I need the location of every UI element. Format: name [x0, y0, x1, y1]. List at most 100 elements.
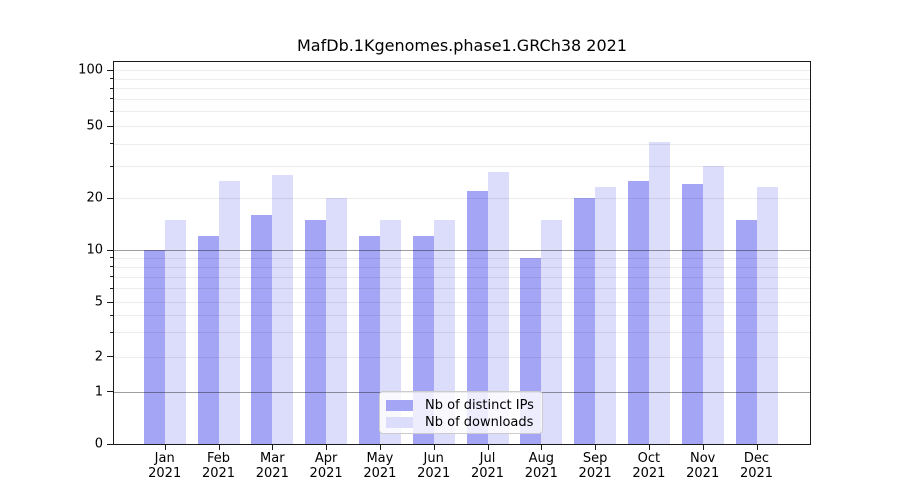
ytick-2	[107, 356, 113, 358]
bar-jul-distinct-ips	[466, 190, 488, 444]
gridline-y-90	[114, 78, 810, 80]
bar-may-downloads	[379, 219, 401, 444]
ytick-minor-9	[109, 257, 113, 259]
bar-oct-downloads	[648, 141, 670, 444]
ytick-minor-70	[109, 98, 113, 100]
bar-feb-distinct-ips	[197, 236, 219, 444]
xtick-dec	[756, 444, 758, 450]
gridline-y-4	[114, 315, 810, 317]
bar-aug-downloads	[541, 219, 563, 444]
ytick-50	[107, 125, 113, 127]
ytick-0	[107, 443, 113, 445]
ytick-minor-8	[109, 266, 113, 268]
axis-spine-left	[112, 61, 114, 445]
gridline-y-6	[114, 288, 810, 290]
axis-spine-top	[113, 61, 811, 63]
ytick-100	[107, 69, 113, 71]
ytick-label-20: 20	[86, 190, 103, 206]
ytick-label-1: 1	[94, 384, 103, 399]
xtick-label-jan: Jan 2021	[148, 451, 182, 481]
xtick-label-jul: Jul 2021	[470, 451, 505, 481]
ytick-20	[107, 197, 113, 199]
xtick-mar	[272, 444, 274, 450]
xtick-feb	[218, 444, 220, 450]
ytick-label-0: 0	[94, 436, 103, 452]
bar-jul-downloads	[487, 171, 509, 444]
gridline-y-10	[114, 250, 810, 251]
xtick-label-oct: Oct 2021	[632, 451, 666, 481]
bar-nov-distinct-ips	[681, 183, 703, 444]
gridline-y-2	[114, 356, 810, 358]
bar-mar-distinct-ips	[251, 214, 273, 444]
bar-sep-distinct-ips	[574, 198, 596, 444]
gridline-y-40	[114, 143, 810, 145]
xtick-label-sep: Sep 2021	[578, 451, 612, 481]
bar-mar-downloads	[272, 174, 294, 444]
bar-jun-downloads	[433, 219, 455, 444]
gridline-y-9	[114, 257, 810, 259]
bar-may-distinct-ips	[358, 236, 380, 444]
bar-feb-downloads	[218, 180, 240, 444]
legend-swatch-distinct-ips	[386, 399, 413, 411]
bar-sep-downloads	[595, 187, 617, 444]
bar-jan-downloads	[164, 219, 186, 444]
legend-item-downloads: Nb of downloads	[386, 414, 542, 430]
ytick-label-5: 5	[94, 294, 103, 310]
xtick-label-jun: Jun 2021	[417, 451, 451, 481]
xtick-jul	[487, 444, 489, 450]
legend-label-distinct-ips: Nb of distinct IPs	[425, 397, 534, 413]
ytick-minor-7	[109, 276, 113, 278]
bar-oct-distinct-ips	[627, 180, 649, 444]
xtick-jan	[164, 444, 166, 450]
gridline-y-30	[114, 166, 810, 168]
bar-apr-downloads	[326, 198, 348, 444]
gridline-y-3	[114, 332, 810, 334]
ytick-label-2: 2	[94, 349, 103, 365]
ytick-minor-30	[109, 165, 113, 167]
gridline-y-7	[114, 276, 810, 278]
xtick-aug	[541, 444, 543, 450]
bar-nov-downloads	[702, 166, 724, 444]
xtick-sep	[595, 444, 597, 450]
xtick-label-mar: Mar 2021	[255, 451, 289, 481]
gridline-y-100	[114, 70, 810, 71]
bar-apr-distinct-ips	[305, 219, 327, 444]
xtick-may	[379, 444, 381, 450]
ytick-label-10: 10	[86, 242, 103, 258]
ytick-minor-6	[109, 287, 113, 289]
xtick-label-nov: Nov 2021	[686, 451, 720, 481]
ytick-5	[107, 301, 113, 303]
ytick-1	[107, 391, 113, 392]
xtick-apr	[326, 444, 328, 450]
xtick-label-dec: Dec 2021	[739, 451, 774, 481]
gridline-y-80	[114, 88, 810, 90]
bar-jan-distinct-ips	[143, 250, 165, 444]
legend-item-distinct-ips: Nb of distinct IPs	[386, 397, 542, 413]
gridline-y-20	[114, 198, 810, 200]
gridline-y-70	[114, 98, 810, 100]
ytick-minor-60	[109, 110, 113, 112]
axis-spine-right	[809, 61, 811, 445]
bar-dec-distinct-ips	[735, 219, 757, 444]
ytick-label-50: 50	[86, 118, 103, 134]
xtick-label-feb: Feb 2021	[201, 451, 236, 481]
bar-dec-downloads	[756, 187, 778, 444]
xtick-jun	[433, 444, 435, 450]
xtick-oct	[648, 444, 650, 450]
ytick-label-100: 100	[78, 62, 103, 78]
axis-spine-bottom	[113, 443, 811, 445]
ytick-minor-40	[109, 143, 113, 145]
ytick-minor-80	[109, 87, 113, 89]
gridline-y-5	[114, 302, 810, 303]
gridline-y-8	[114, 266, 810, 268]
xtick-label-aug: Aug 2021	[524, 451, 558, 481]
chart-title: MafDb.1Kgenomes.phase1.GRCh38 2021	[297, 36, 627, 55]
ytick-minor-3	[109, 331, 113, 333]
gridline-y-60	[114, 111, 810, 113]
ytick-minor-4	[109, 314, 113, 316]
legend-swatch-downloads	[386, 416, 413, 428]
gridline-y-50	[114, 126, 810, 127]
legend: Nb of distinct IPs Nb of downloads	[379, 391, 543, 434]
